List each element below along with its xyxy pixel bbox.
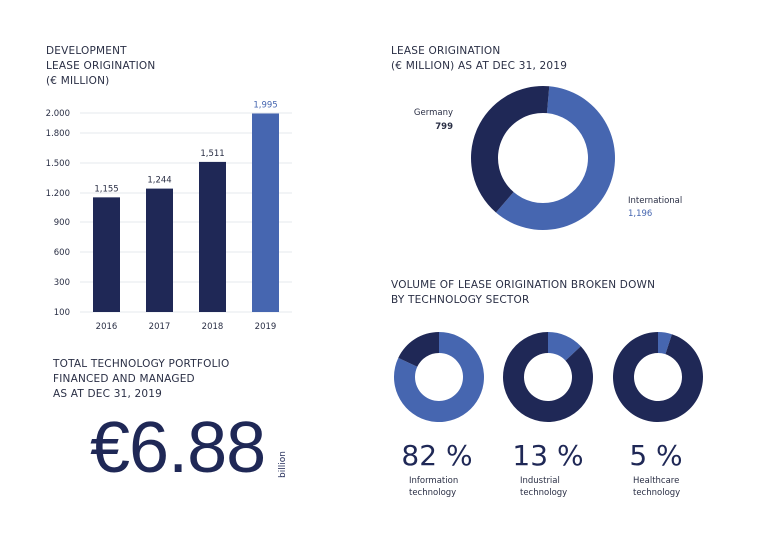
x-tick-label: 2017 [149,322,171,332]
sector-slice-rest [613,332,703,422]
germany-value: 799 [435,122,453,132]
sector-slice-share [394,332,484,422]
y-tick-label: 900 [54,218,70,228]
y-tick-label: 1.500 [46,159,70,169]
y-tick-label: 1.200 [46,189,70,199]
portfolio-title: TOTAL TECHNOLOGY PORTFOLIO FINANCED AND … [53,358,230,400]
sector-slice-rest [398,332,439,367]
bar-chart-title: DEVELOPMENT LEASE ORIGINATION (€ MILLION… [46,45,156,87]
portfolio-value: €6.88 [90,408,266,488]
y-tick-label: 1.800 [46,129,70,139]
bar-data-label: 1,995 [253,101,277,111]
bar-data-label: 1,511 [200,149,224,159]
portfolio-unit: billion [278,451,288,478]
sector-pct-healthcare: 5 % [629,439,683,472]
sector-pct-it: 82 % [401,439,473,472]
bar-data-label: 1,244 [147,176,171,186]
sector-slice-rest [503,332,593,423]
bar-2019 [252,113,279,312]
donut-slice-germany [471,85,550,213]
bar-2017 [146,188,173,312]
donut-slice-international [495,86,615,230]
germany-label: Germany [413,108,453,118]
sector-chart-title: VOLUME OF LEASE ORIGINATION BROKEN DOWN … [391,279,656,306]
y-tick-label: 100 [54,308,70,318]
y-tick-label: 2.000 [46,109,70,119]
international-value: 1,196 [628,209,653,219]
bar-2018 [199,161,226,312]
sector-slice-share [658,332,672,355]
bar-data-label: 1,155 [94,184,118,194]
sector-name-it: Information technology [409,476,459,498]
sector-slice-share [548,332,581,361]
sector-name-industrial: Industrial technology [520,476,568,498]
international-label: International [628,196,683,206]
sector-pct-industrial: 13 % [512,439,584,472]
y-tick-label: 300 [54,278,70,288]
y-tick-label: 600 [54,248,70,258]
x-tick-label: 2018 [202,322,224,332]
x-tick-label: 2016 [96,322,118,332]
x-tick-label: 2019 [255,322,277,332]
bar-2016 [93,197,120,312]
sector-name-healthcare: Healthcare technology [633,476,681,498]
donut-chart-title: LEASE ORIGINATION (€ MILLION) AS AT DEC … [391,45,568,72]
